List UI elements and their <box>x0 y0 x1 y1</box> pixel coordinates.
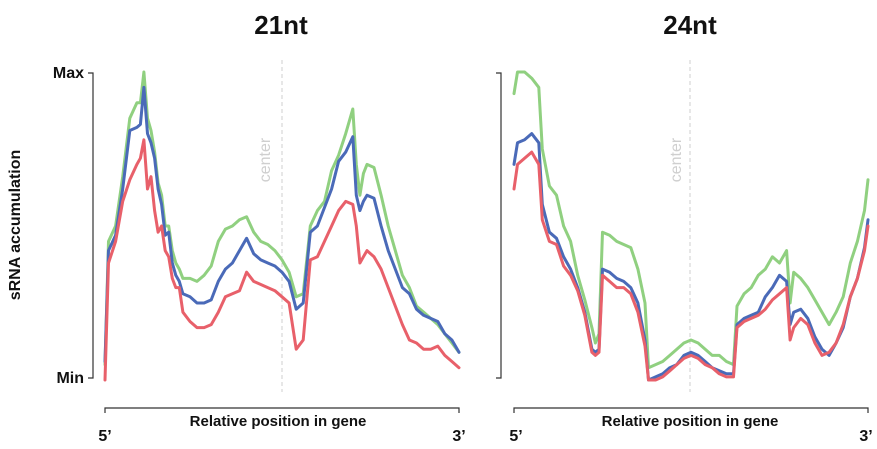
series-group-21nt <box>103 70 461 382</box>
panel-title-21nt: 21nt <box>254 10 308 40</box>
series-line-red-21nt <box>103 138 461 382</box>
x-tick-3prime-left: 3’ <box>452 428 465 445</box>
x-axis-bracket-right <box>513 407 869 413</box>
x-axis-label-right: Relative position in gene <box>602 413 779 430</box>
series-group-24nt <box>512 70 870 382</box>
panel-24nt: 24nt 5’ 3’ Relative position in gene cen… <box>496 10 873 445</box>
panel-title-24nt: 24nt <box>663 10 717 40</box>
x-tick-3prime-right: 3’ <box>859 428 872 445</box>
series-line-green-24nt <box>512 70 870 370</box>
panel-21nt: 21nt Max Min 5’ 3’ Relative position in … <box>53 10 466 445</box>
y-axis-bracket-left <box>88 72 94 379</box>
series-line-red-24nt <box>512 150 870 382</box>
y-axis-label: sRNA accumulation <box>7 150 24 301</box>
center-label-left: center <box>257 137 274 182</box>
x-tick-5prime-right: 5’ <box>509 428 522 445</box>
x-axis-label-left: Relative position in gene <box>190 413 367 430</box>
center-label-right: center <box>668 137 685 182</box>
y-axis-bracket-right <box>496 72 502 379</box>
x-tick-5prime-left: 5’ <box>98 428 111 445</box>
y-tick-min: Min <box>56 370 84 387</box>
x-axis-bracket-left <box>104 407 460 413</box>
series-line-blue-21nt <box>103 85 461 363</box>
y-tick-max: Max <box>53 65 84 82</box>
series-line-blue-24nt <box>512 132 870 382</box>
series-line-green-21nt <box>103 70 461 367</box>
